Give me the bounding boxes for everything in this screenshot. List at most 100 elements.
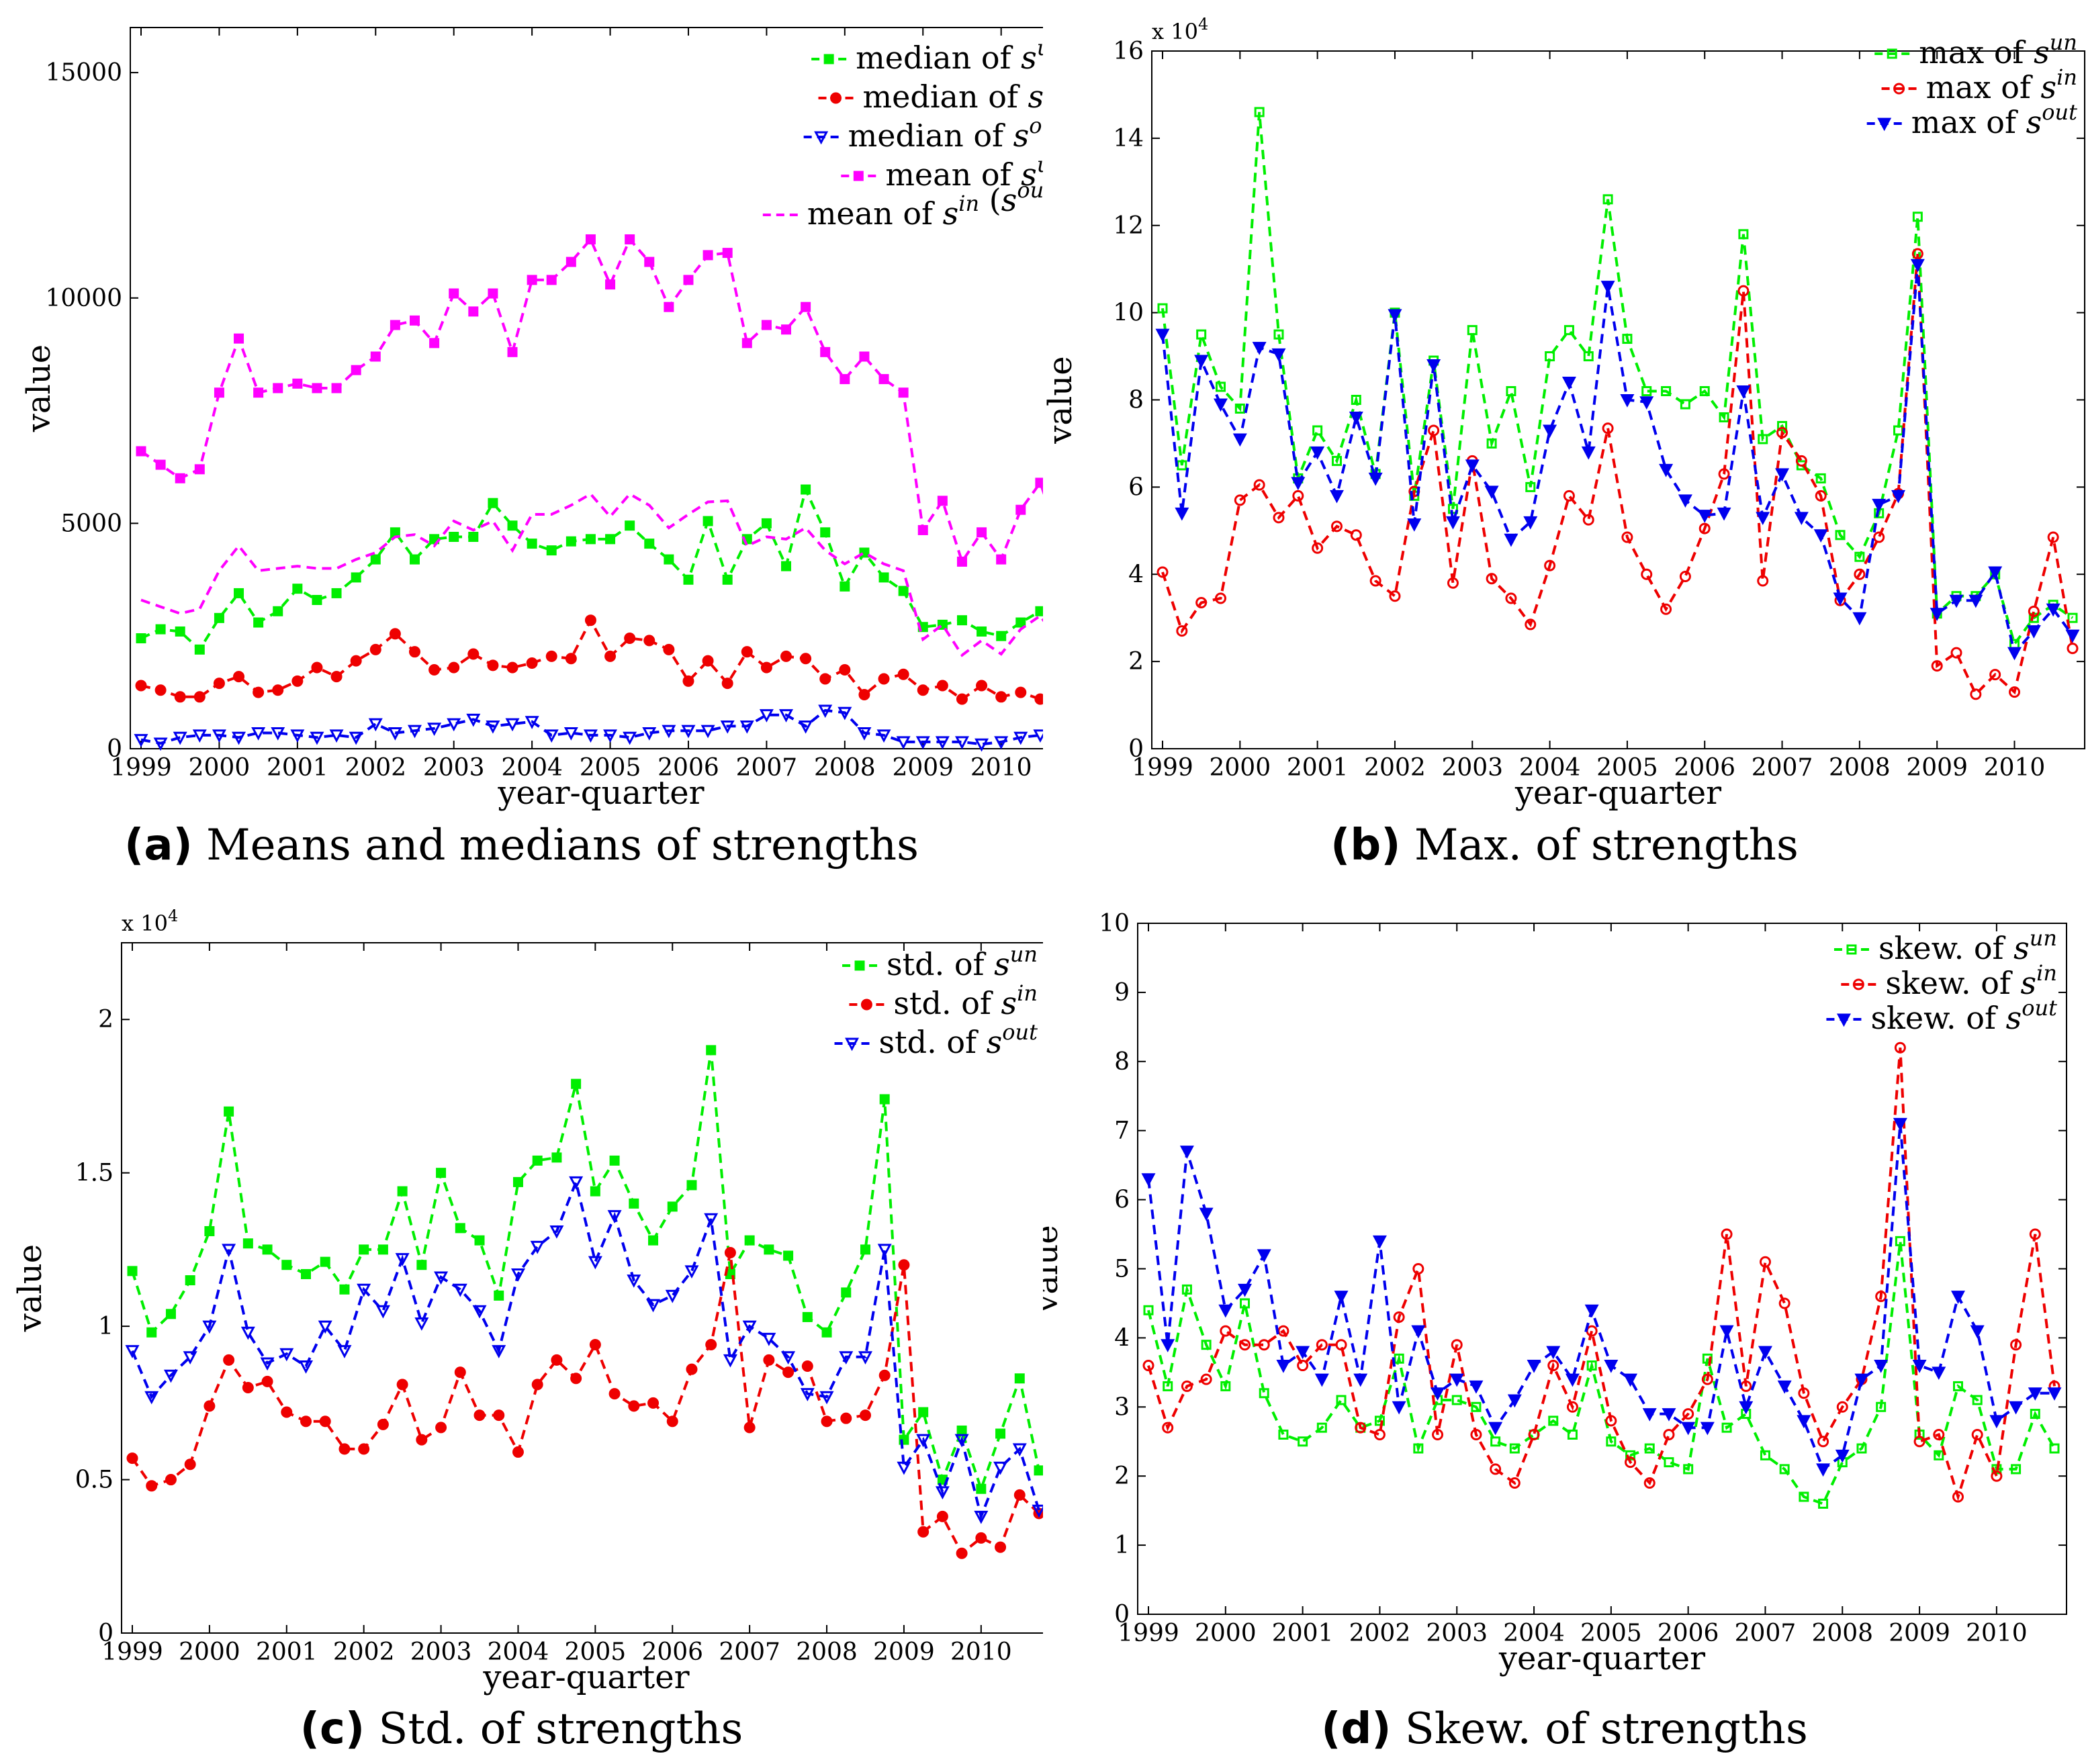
chart-d-data-point: [1664, 1457, 1674, 1468]
chart-b-data-point: [1389, 590, 1401, 602]
chart-a: 0 5000 10000 15000 1999 2000 2001 2002 2003 2004 2…: [20, 27, 1043, 812]
chart-c-data-point: [935, 1486, 950, 1500]
chart-d-xtick-label: 2004: [1503, 1620, 1565, 1647]
chart-c-data-point: [300, 1415, 312, 1428]
chart-c-data-point: [337, 1345, 352, 1358]
chart-b-data-point: [1719, 412, 1729, 422]
chart-d-data-point: [1759, 1256, 1771, 1268]
chart-c-data-point: [995, 1428, 1006, 1439]
chart-c-data-point: [877, 1244, 892, 1258]
chart-c-data-point: [665, 1289, 680, 1303]
chart-a-ytick-label: 0: [107, 735, 122, 763]
chart-c-plot-area: [121, 942, 1043, 1634]
chart-d-data-point: [1432, 1428, 1444, 1440]
chart-c-data-point: [357, 1283, 371, 1297]
chart-a-data-point: [212, 729, 226, 743]
chart-d-data-point: [1259, 1388, 1269, 1399]
chart-a-data-point: [312, 594, 322, 605]
chart-b-data-point: [2007, 647, 2022, 661]
chart-a-data-point: [466, 713, 481, 727]
chart-c-data-point: [414, 1317, 429, 1331]
chart-a-data-point: [290, 729, 305, 743]
chart-a-data-point: [193, 691, 206, 703]
chart-a-data-point: [214, 387, 224, 398]
chart-a-data-point: [977, 527, 987, 538]
chart-b-data-point: [1873, 531, 1885, 543]
chart-c-ytick-label: 2: [98, 1006, 114, 1033]
chart-b-ytick-label: 10: [1113, 299, 1144, 327]
chart-d-data-point: [1546, 1346, 1561, 1360]
chart-b-data-point: [1854, 551, 1865, 562]
chart-a-data-point: [310, 731, 324, 745]
chart-d-ytick-label: 9: [1114, 979, 1130, 1007]
chart-a-data-point: [507, 520, 518, 531]
chart-b-legend-item: max of sout: [1866, 99, 2077, 140]
chart-b-data-point: [2047, 531, 2059, 543]
chart-d-data-point: [1952, 1491, 1964, 1503]
caption-b-label: (b): [1330, 821, 1401, 870]
chart-b-legend-label: max of sun: [1919, 30, 2077, 71]
chart-b-data-point: [1697, 510, 1712, 523]
chart-b-data-point: [1659, 463, 1674, 477]
chart-d-xtick-label: 2003: [1426, 1620, 1488, 1647]
chart-d-xtick-label: 2009: [1889, 1620, 1950, 1647]
chart-c-data-point: [454, 1366, 466, 1379]
chart-d-xtick-label: 2007: [1735, 1620, 1797, 1647]
chart-a-data-point: [898, 586, 909, 596]
chart-b-data-point: [1273, 512, 1285, 524]
chart-c-data-point: [473, 1409, 486, 1422]
chart-c-data-point: [531, 1379, 543, 1391]
chart-b-xtick-label: 2008: [1829, 754, 1891, 782]
chart-b-data-point: [1912, 212, 1923, 222]
chart-a-data-point: [585, 534, 596, 545]
chart-d-data-point: [1296, 1346, 1310, 1360]
caption-d-label: (d): [1321, 1704, 1392, 1754]
chart-c-data-point: [647, 1397, 660, 1409]
chart-c-data-point: [223, 1354, 235, 1366]
chart-a-data-point: [897, 668, 909, 680]
chart-c-data-point: [742, 1320, 757, 1334]
chart-b-data-point: [2067, 643, 2079, 655]
chart-c-data-point: [222, 1244, 236, 1258]
chart-b-data-point: [1214, 592, 1226, 604]
chart-c-data-point: [588, 1256, 602, 1270]
chart-c-data-point: [395, 1253, 410, 1266]
chart-a-data-point: [721, 678, 733, 690]
chart-a-data-point: [781, 561, 792, 571]
chart-a-xtick-label: 2009: [892, 754, 954, 782]
chart-a-data-point: [311, 661, 323, 674]
chart-c-data-point: [609, 1155, 620, 1166]
chart-c-xtick-label: 2001: [256, 1638, 318, 1666]
chart-d-data-point: [1817, 1436, 1829, 1448]
chart-a-data-point: [349, 731, 363, 745]
chart-d-xtick-label: 2002: [1349, 1620, 1411, 1647]
chart-b-data-point: [1891, 490, 1906, 504]
chart-d-data-point: [1471, 1401, 1482, 1412]
chart-d-data-point: [1623, 1373, 1638, 1387]
chart-c-data-point: [338, 1443, 351, 1455]
chart-a-data-point: [898, 387, 909, 398]
chart-c-legend-label: std. of sin: [893, 980, 1038, 1021]
chart-c-data-point: [782, 1366, 795, 1379]
chart-b-xtick-label: 1999: [1132, 754, 1193, 782]
chart-b-data-point: [1758, 434, 1768, 445]
chart-d-data-point: [1642, 1408, 1657, 1422]
chart-c-data-point: [434, 1271, 449, 1285]
chart-a-data-point: [273, 606, 283, 616]
chart-d-data-point: [1199, 1207, 1214, 1221]
chart-b-data-point: [1426, 359, 1441, 373]
chart-b-data-point: [1583, 351, 1594, 362]
chart-b-data-point: [1273, 329, 1284, 340]
chart-b-data-point: [1815, 473, 1826, 483]
chart-d-data-point: [1297, 1360, 1309, 1372]
chart-b-data-point: [1544, 559, 1556, 571]
chart-c-xtick-label: 2003: [410, 1638, 472, 1666]
chart-a-data-point: [1015, 686, 1027, 698]
chart-c-data-point: [127, 1266, 138, 1276]
chart-a-data-point: [840, 374, 850, 385]
chart-d-data-point: [1681, 1422, 1696, 1436]
chart-d-data-point: [1490, 1436, 1501, 1447]
chart-d-data-point: [2011, 1464, 2022, 1475]
chart-a-data-point: [370, 554, 381, 565]
chart-c-data-point: [359, 1244, 369, 1255]
